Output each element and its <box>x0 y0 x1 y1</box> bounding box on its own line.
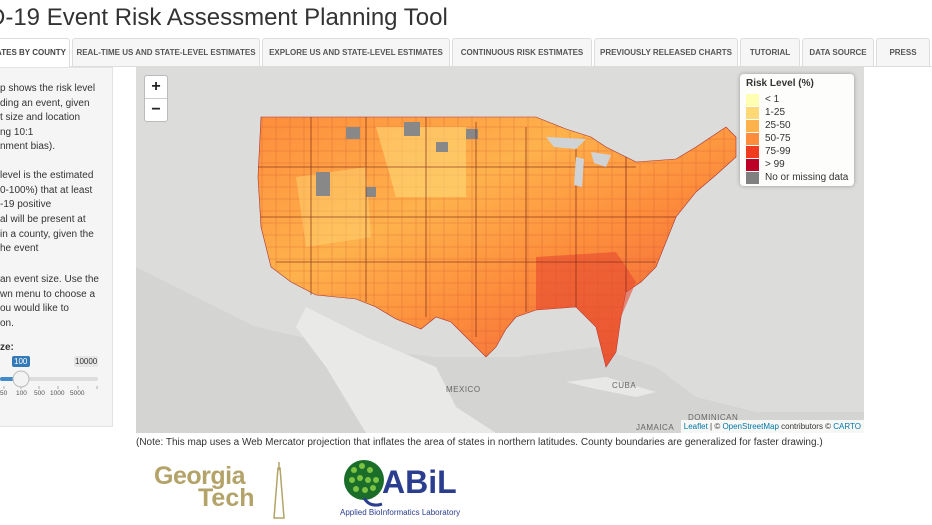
slider-tick-label: 500 <box>34 390 45 397</box>
legend-label: 50-75 <box>765 133 791 144</box>
abil-logo-graphic <box>344 460 384 507</box>
sidebar-text: ding an event, given <box>0 98 90 109</box>
slider-tick-label: 1000 <box>50 390 65 397</box>
tab-bar: ATES BY COUNTY REAL-TIME US AND STATE-LE… <box>0 38 932 68</box>
sidebar-text: p shows the risk level <box>0 83 96 94</box>
legend-swatch <box>746 172 759 184</box>
gt-name-line2: Tech <box>198 484 255 512</box>
map-label-dominican: DOMINICAN <box>688 413 739 422</box>
sidebar-text: wn menu to choose a <box>0 289 96 300</box>
sidebar-text: ng 10:1 <box>0 127 34 138</box>
legend-title: Risk Level (%) <box>746 78 814 89</box>
zoom-in-button[interactable]: + <box>145 76 167 99</box>
tab-press[interactable]: PRESS <box>876 38 930 66</box>
sidebar-text: -19 positive <box>0 199 52 210</box>
sidebar-panel: p shows the risk level ding an event, gi… <box>0 67 113 427</box>
legend-swatch <box>746 120 759 132</box>
carto-link[interactable]: CARTO <box>833 422 861 431</box>
zoom-control: + − <box>144 75 168 122</box>
sidebar-text: in a county, given the <box>0 229 94 240</box>
sidebar-text: an event size. Use the <box>0 274 99 285</box>
sidebar-text: level is the estimated <box>0 170 94 181</box>
sidebar-text: nment bias). <box>0 141 56 152</box>
map-label-mexico: MEXICO <box>446 385 481 394</box>
tab-previous-charts[interactable]: PREVIOUSLY RELEASED CHARTS <box>594 38 738 66</box>
abil-name: ABiL <box>382 464 457 500</box>
attribution-text: contributors © <box>778 422 834 431</box>
legend-swatch <box>746 133 759 145</box>
abil-logo: ABiL Applied BioInformatics Laboratory <box>340 458 480 525</box>
georgia-tech-logo-graphic <box>273 462 285 519</box>
legend-label: > 99 <box>765 159 785 170</box>
osm-link[interactable]: OpenStreetMap <box>722 422 779 431</box>
slider-max: 10000 <box>75 357 98 366</box>
map-legend: Risk Level (%) < 1 1-25 25-50 50-75 75-9… <box>740 74 854 186</box>
event-size-label: ze: <box>0 342 14 353</box>
sidebar-text: 0-100%) that at least <box>0 185 93 196</box>
map-label-jamaica: JAMAICA <box>636 423 675 432</box>
sidebar-text: t size and location <box>0 112 81 123</box>
tab-tutorial[interactable]: TUTORIAL <box>740 38 800 66</box>
slider-tick-label: 50 <box>0 390 8 397</box>
map-attribution: Leaflet | © OpenStreetMap contributors ©… <box>680 420 864 433</box>
sidebar-text: ou would like to <box>0 303 69 314</box>
slider-tick-label: 5000 <box>70 390 85 397</box>
legend-swatch <box>746 107 759 119</box>
slider-value: 100 <box>14 357 28 366</box>
legend-swatch <box>746 94 759 106</box>
georgia-tech-logo: Georgia Tech <box>152 458 292 525</box>
zoom-out-button[interactable]: − <box>151 101 161 118</box>
slider-tick-label: 100 <box>16 390 27 397</box>
legend-label: 1-25 <box>765 107 786 118</box>
abil-subtitle: Applied BioInformatics Laboratory <box>340 508 461 517</box>
slider-graphic <box>0 356 98 389</box>
tab-real-time-estimates[interactable]: REAL-TIME US AND STATE-LEVEL ESTIMATES <box>72 38 260 66</box>
legend-swatch <box>746 159 759 171</box>
gt-name-line1: Georgia <box>154 462 245 490</box>
attribution-text: | © <box>707 422 723 431</box>
sidebar-text: he event <box>0 243 39 254</box>
map-label-cuba: CUBA <box>612 381 637 390</box>
event-size-slider[interactable]: 100 10000 50 100 500 1000 5000 <box>0 356 112 408</box>
risk-map[interactable]: + − MEXICO CUBA DOMINICAN JAMAICA Risk L… <box>136 67 864 433</box>
map-canvas[interactable] <box>136 67 864 433</box>
tab-continuous-risk[interactable]: CONTINUOUS RISK ESTIMATES <box>452 38 592 66</box>
tab-data-source[interactable]: DATA SOURCE <box>802 38 874 66</box>
sidebar-text: on. <box>0 318 14 329</box>
projection-note: (Note: This map uses a Web Mercator proj… <box>136 437 823 448</box>
legend-label: < 1 <box>765 94 780 105</box>
legend-label: No or missing data <box>765 172 849 183</box>
leaflet-link[interactable]: Leaflet <box>683 422 708 431</box>
legend-label: 25-50 <box>765 120 791 131</box>
page-title: D-19 Event Risk Assessment Planning Tool <box>0 4 448 31</box>
tab-estimates-by-county[interactable]: ATES BY COUNTY <box>0 38 70 68</box>
legend-label: 75-99 <box>765 146 791 157</box>
tab-explore-estimates[interactable]: EXPLORE US AND STATE-LEVEL ESTIMATES <box>262 38 450 66</box>
sidebar-text: al will be present at <box>0 214 86 225</box>
legend-swatch <box>746 146 759 158</box>
